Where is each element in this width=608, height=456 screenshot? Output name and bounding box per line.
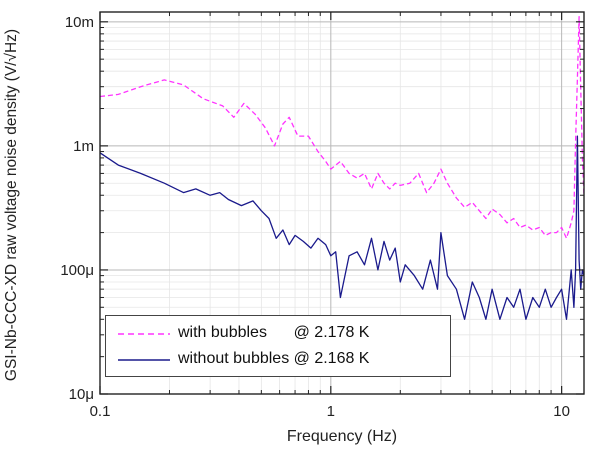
x-axis-label: Frequency (Hz): [286, 428, 398, 445]
legend-swatch-with-bubbles: [118, 333, 170, 335]
legend-entry-with-bubbles: with bubbles @ 2.178 K: [106, 321, 450, 347]
x-tick-label: 0.1: [90, 403, 111, 420]
legend-entry-without-bubbles: without bubbles @ 2.168 K: [106, 347, 450, 373]
series-line-with-bubbles: [100, 16, 584, 239]
y-tick-label: 100μ: [60, 262, 94, 279]
y-axis-label: GSI-Nb-CCC-XD raw voltage noise density …: [3, 28, 20, 382]
legend-label-with-bubbles: with bubbles @ 2.178 K: [178, 324, 370, 341]
x-tick-label: 10: [553, 403, 570, 420]
legend-swatch-without-bubbles: [118, 359, 170, 361]
legend: with bubbles @ 2.178 K without bubbles @…: [105, 315, 451, 377]
x-tick-label: 1: [327, 403, 335, 420]
plot-frame: [99, 11, 585, 395]
series-line-without-bubbles: [100, 135, 584, 320]
legend-label-without-bubbles: without bubbles @ 2.168 K: [178, 350, 370, 367]
tick-labels: 0.1 1 10 10μ 100μ 1m 10m: [60, 14, 570, 420]
series-layer: [100, 16, 584, 320]
y-tick-label: 10m: [65, 14, 94, 31]
y-tick-label: 1m: [73, 138, 94, 155]
y-axis-label-container: GSI-Nb-CCC-XD raw voltage noise density …: [0, 0, 24, 420]
axis-ticks: [99, 12, 584, 395]
y-tick-label: 10μ: [69, 386, 94, 403]
